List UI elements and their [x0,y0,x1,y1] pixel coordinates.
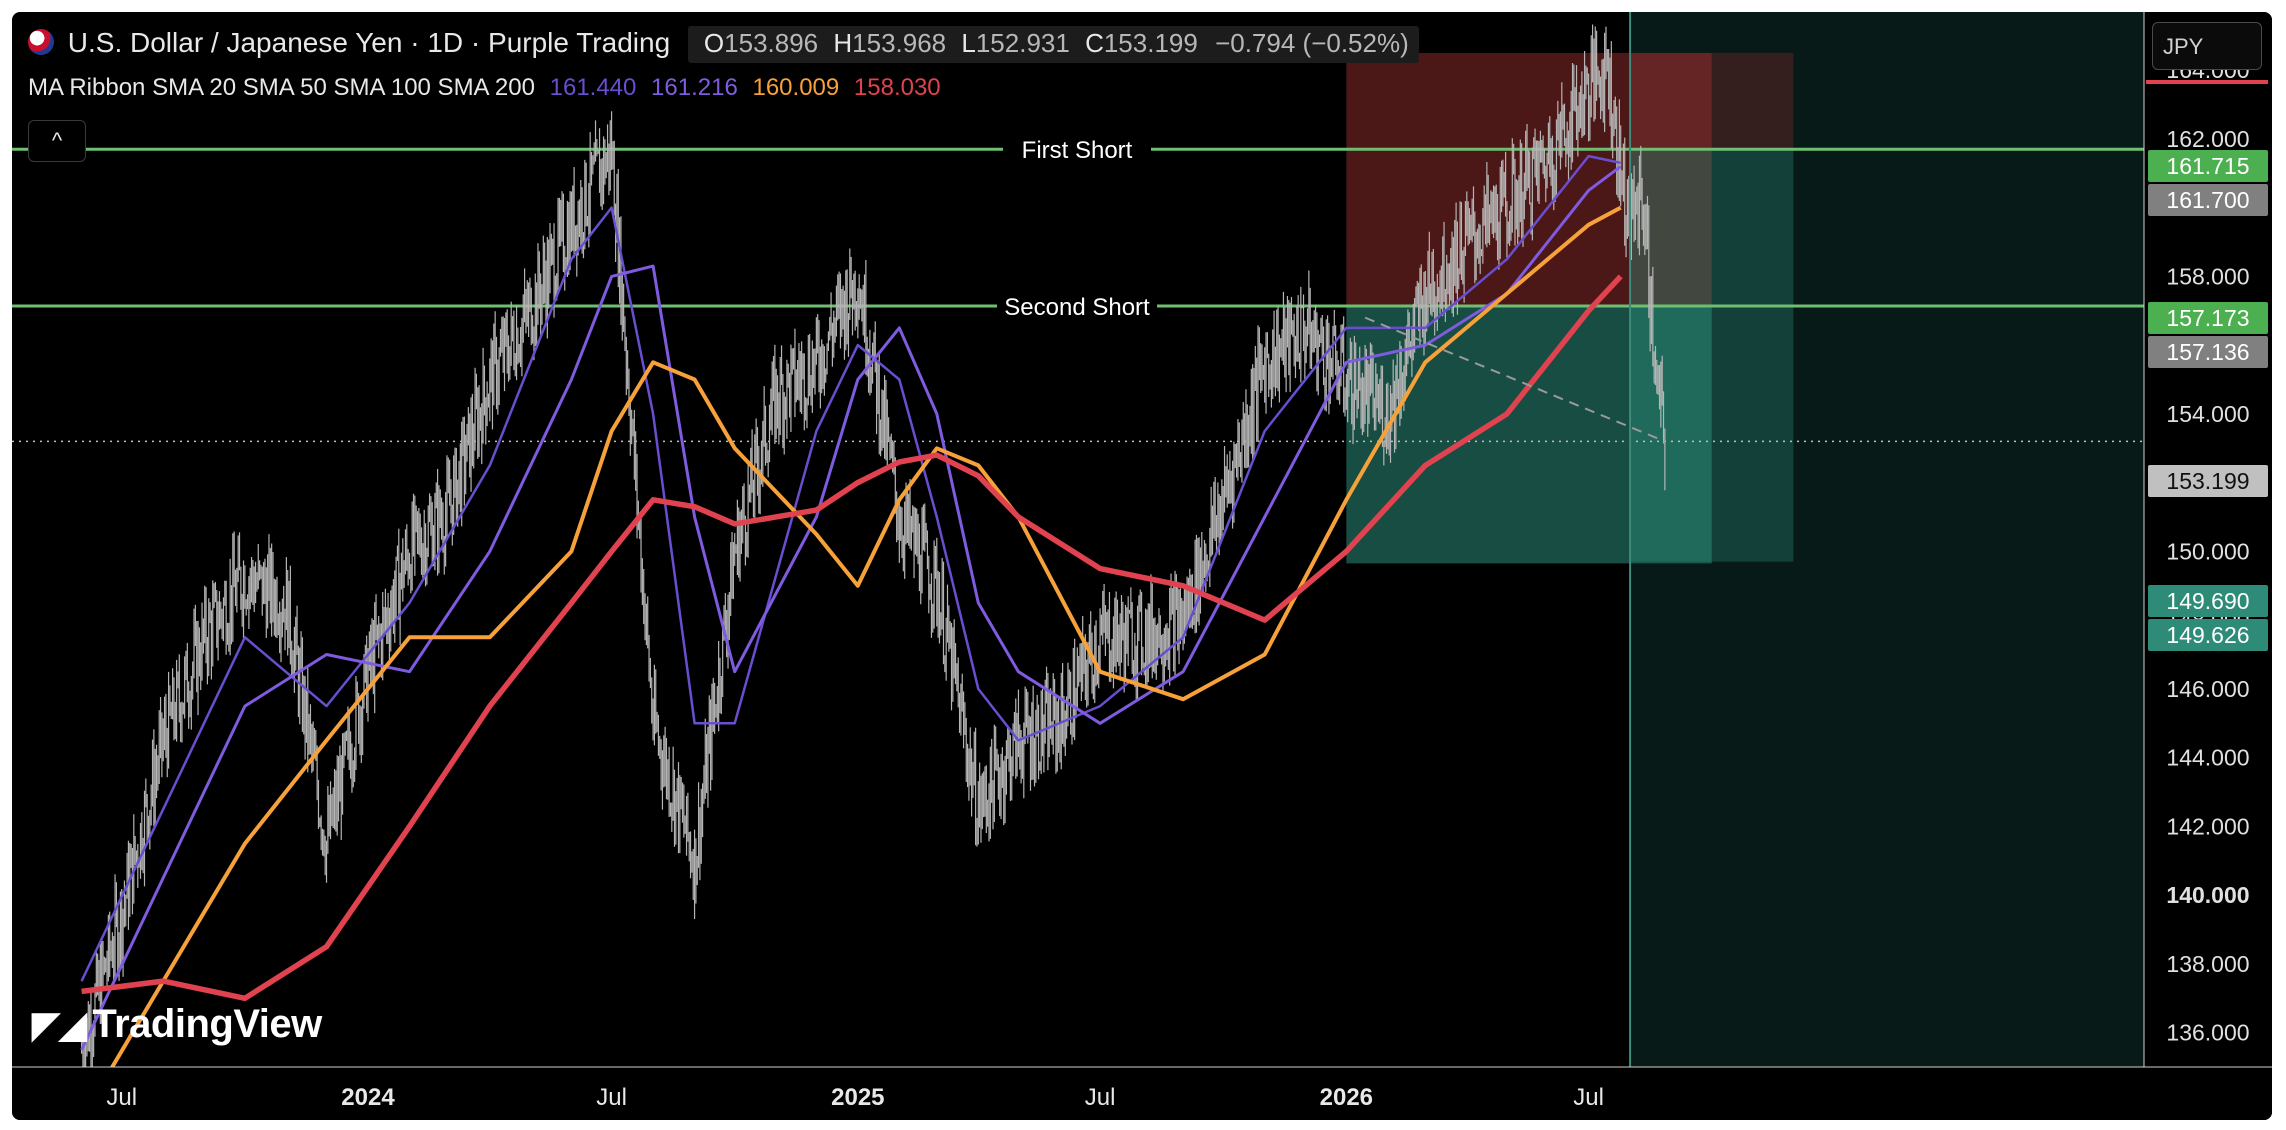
us-flag-icon [28,29,54,55]
logo-text: TradingView [92,1002,322,1046]
y-tick-label: 140.000 [2166,882,2249,908]
y-tick-label: 136.000 [2166,1020,2249,1046]
x-tick-label: Jul [1085,1084,1116,1111]
collapse-legend-button[interactable]: ^ [28,120,86,162]
position-target-zone [1630,149,1794,562]
title-sep: · [410,27,420,58]
x-tick-label: 2024 [341,1084,395,1111]
sma-line-sma200 [81,274,1623,1002]
y-tick-label: 144.000 [2166,745,2249,771]
y-tick-label: 138.000 [2166,951,2249,977]
horizontal-line-label: Second Short [1004,294,1150,321]
high-value: 153.968 [852,28,947,58]
y-tick-label: 162.000 [2166,126,2249,152]
price-tag-label: 157.173 [2166,305,2249,331]
close-key: C [1085,28,1104,58]
price-tag [2148,465,2268,497]
price-tag [2148,336,2268,368]
price-tag-label: 161.700 [2166,187,2249,213]
price-tag [2148,150,2268,182]
open-value: 153.896 [724,28,819,58]
indicator-value: 160.009 [745,74,840,101]
indicator-name[interactable]: MA Ribbon SMA 20 SMA 50 SMA 100 SMA 200 [28,74,535,101]
title-sep: · [470,27,481,58]
chevron-up-icon: ^ [51,128,63,153]
position-stop-zone [1630,52,1794,150]
y-tick-label: 146.000 [2166,676,2249,702]
y-tick-label: 154.000 [2166,401,2249,427]
indicator-value: 158.030 [847,74,941,101]
time-axis-background [12,1067,2272,1120]
label-background [1003,133,1151,166]
interval-label[interactable]: 1D [427,27,464,58]
symbol-legend: U.S. Dollar / Japanese Yen · 1D · Purple… [28,26,1419,63]
x-tick-label: Jul [1573,1084,1604,1111]
price-tag-label: 153.199 [2166,468,2249,494]
price-chart[interactable]: First Short Second Short 136.000 138.000 140… [12,12,2272,1120]
indicator-value: 161.216 [644,74,738,101]
sma-line-sma50 [80,165,1622,1051]
x-tick-label: 2025 [831,1084,884,1111]
sma-line-sma20 [80,154,1621,982]
price-tag [2148,585,2268,617]
y-tick-label: 158.000 [2166,263,2249,289]
price-tag-label: 161.715 [2166,153,2249,179]
price-tag-label: 149.626 [2166,622,2249,648]
future-region-tint [1630,12,2144,1067]
low-key: L [961,28,976,58]
y-tick-label: 150.000 [2166,538,2249,564]
price-tag [2148,619,2268,651]
low-value: 152.931 [975,28,1070,58]
currency-selector[interactable]: JPY [2152,22,2262,70]
indicator-legend[interactable]: MA Ribbon SMA 20 SMA 50 SMA 100 SMA 200 … [28,74,941,102]
change-value: −0.794 (−0.52%) [1215,28,1409,58]
indicator-values: 161.440 161.216 160.009 158.030 [542,74,941,101]
price-tag [2148,302,2268,334]
high-key: H [833,28,853,58]
source-label: Purple Trading [488,27,671,58]
tradingview-logo: ◤◢ TradingView [32,1002,322,1047]
horizontal-line-label: First Short [1022,137,1133,164]
tradingview-logo-icon: ◤◢ [32,1004,87,1045]
ohlc-readout: O153.896 H153.968 L152.931 C153.199 −0.7… [687,26,1419,63]
x-tick-label: 2026 [1320,1084,1373,1111]
open-key: O [703,28,725,58]
symbol-name[interactable]: U.S. Dollar / Japanese Yen [67,27,403,58]
indicator-value: 161.440 [549,74,637,101]
price-tag-label: 157.136 [2166,339,2249,365]
chart-frame: First Short Second Short 136.000 138.000 140… [12,12,2272,1120]
close-value: 153.199 [1103,28,1198,58]
price-tag [2148,184,2268,216]
x-tick-label: Jul [106,1084,137,1111]
dashed-trend-line [1364,316,1666,443]
x-tick-label: Jul [596,1084,627,1111]
sma-line-sma100 [79,205,1622,1120]
label-background [997,289,1157,322]
y-tick-label: 142.000 [2166,813,2249,839]
price-tag-label: 149.690 [2166,588,2249,614]
